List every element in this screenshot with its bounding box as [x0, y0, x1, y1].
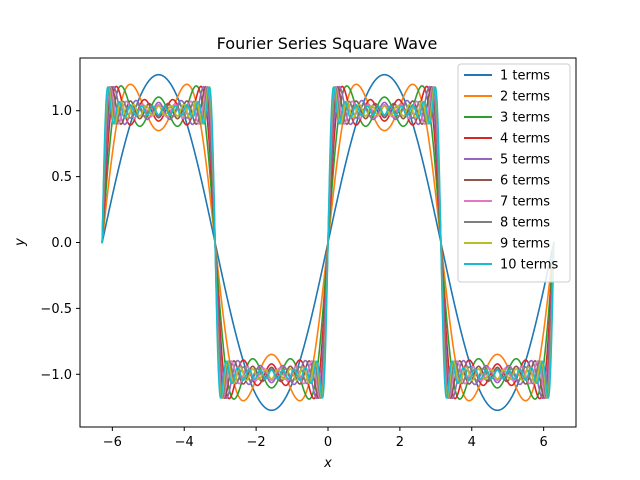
y-tick-label: −1.0	[40, 368, 72, 383]
legend-label: 5 terms	[500, 153, 550, 168]
y-tick-label: 0.5	[51, 170, 72, 185]
x-tick-label: −6	[103, 435, 122, 450]
legend-box	[457, 63, 571, 283]
series-group	[101, 73, 555, 412]
y-tick-label: 1.0	[51, 104, 72, 119]
x-tick-label: −4	[175, 435, 194, 450]
legend-label: 6 terms	[500, 174, 550, 189]
chart-title: Fourier Series Square Wave	[217, 34, 438, 53]
legend-label: 10 terms	[500, 258, 559, 273]
y-tick-label: 0.0	[51, 236, 72, 251]
series-line-10	[101, 86, 555, 399]
x-tick-label: −2	[247, 435, 266, 450]
y-axis-label: y	[13, 238, 28, 247]
x-tick-label: 2	[396, 435, 404, 450]
legend-label: 7 terms	[500, 195, 550, 210]
legend-label: 8 terms	[500, 216, 550, 231]
legend-label: 1 terms	[500, 69, 550, 84]
legend-label: 2 terms	[500, 90, 550, 105]
x-tick-label: 4	[468, 435, 476, 450]
legend-label: 3 terms	[500, 111, 550, 126]
y-tick-label: −0.5	[40, 302, 72, 317]
x-axis-label: x	[323, 456, 332, 471]
x-axis: −6 −4 −2 0 2 4 6	[103, 427, 548, 450]
x-tick-label: 0	[324, 435, 332, 450]
y-axis: −1.0 −0.5 0.0 0.5 1.0	[40, 104, 80, 383]
legend-label: 9 terms	[500, 237, 550, 252]
x-tick-label: 6	[540, 435, 548, 450]
legend: 1 terms 2 terms 3 terms 4 terms 5 terms 6 ter…	[457, 63, 571, 283]
legend-label: 4 terms	[500, 132, 550, 147]
